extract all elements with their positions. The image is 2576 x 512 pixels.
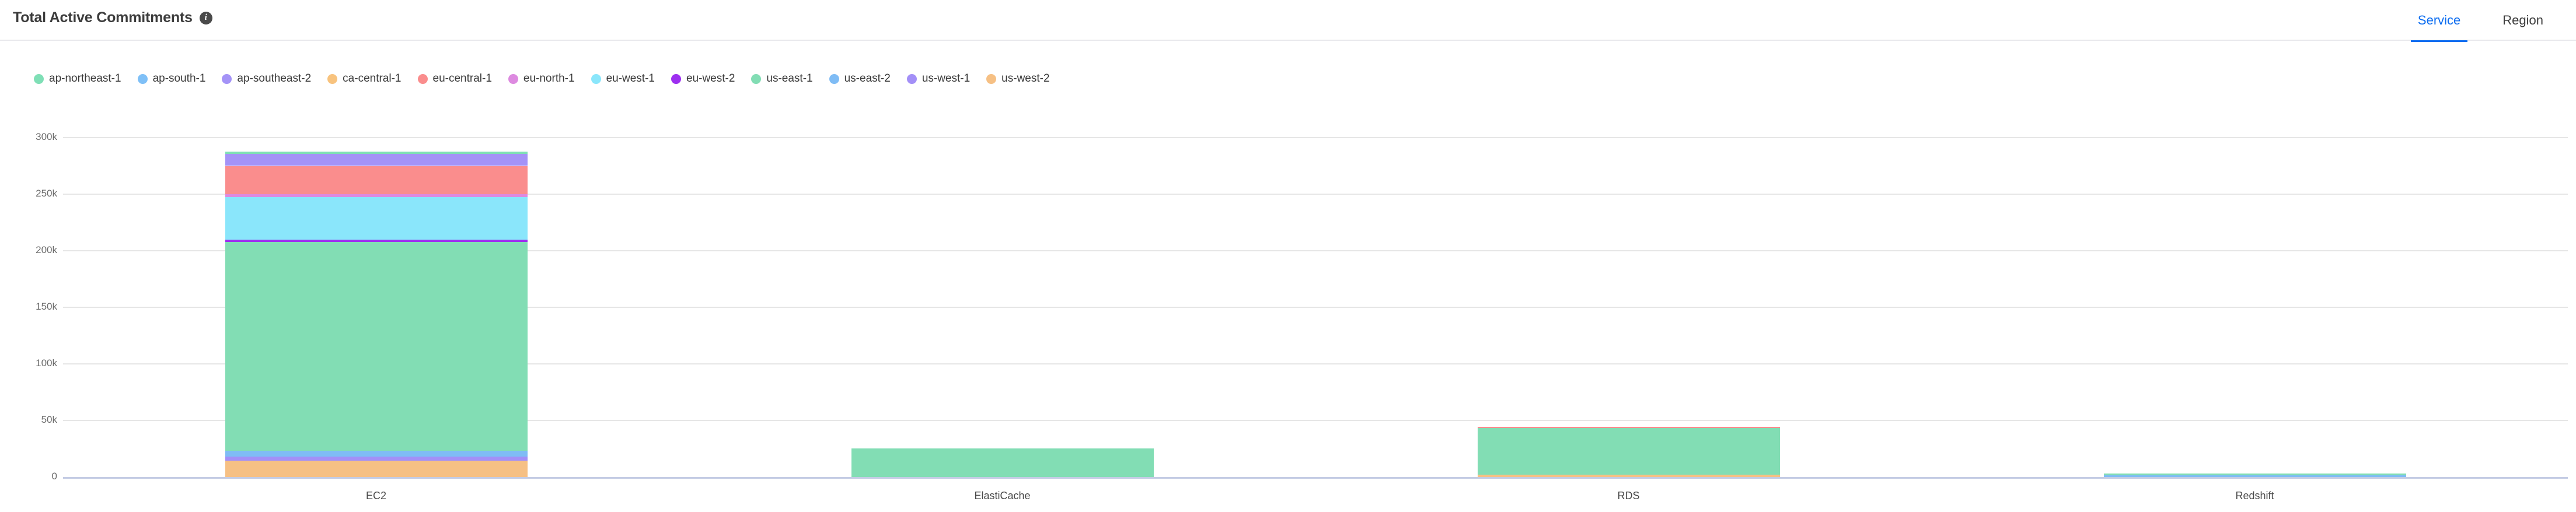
stacked-bar-chart: 300k 250k 200k 150k 100k 50k 0 EC2 ElastiCache RD… — [0, 99, 2576, 512]
legend-item-us-west-2[interactable]: us-west-2 — [986, 72, 1050, 85]
tab-region-label: Region — [2502, 13, 2543, 27]
bar-ElastiCache[interactable] — [851, 99, 1154, 477]
bar-segment-eu-west-1[interactable] — [225, 197, 528, 240]
legend-item-label: ap-northeast-1 — [49, 72, 121, 85]
legend-swatch-icon — [417, 73, 428, 84]
title-group: Total Active Commitments i — [13, 9, 212, 26]
y-axis-tick-label: 300k — [36, 131, 57, 142]
legend-item-eu-central-1[interactable]: eu-central-1 — [417, 72, 492, 85]
legend-swatch-icon — [34, 73, 44, 84]
bar-segment-us-east-1[interactable] — [1477, 427, 1780, 475]
y-axis-tick-label: 50k — [41, 414, 57, 425]
bar-Redshift[interactable] — [2103, 99, 2406, 477]
legend-item-label: us-west-2 — [1001, 72, 1050, 85]
legend-item-label: us-west-1 — [922, 72, 971, 85]
x-axis-tick-label: ElastiCache — [974, 490, 1031, 502]
legend-item-ap-southeast-2[interactable]: ap-southeast-2 — [222, 72, 311, 85]
legend-item-label: ca-central-1 — [343, 72, 402, 85]
legend-item-label: us-east-2 — [844, 72, 891, 85]
tab-service[interactable]: Service — [2397, 0, 2481, 42]
x-axis-tick-label: RDS — [1617, 490, 1640, 502]
y-axis-tick-label: 0 — [51, 471, 57, 482]
tab-service-label: Service — [2417, 13, 2461, 27]
page-header: Total Active Commitments i Service Regio… — [0, 0, 2576, 42]
legend-item-label: eu-west-1 — [606, 72, 655, 85]
legend-item-label: us-east-1 — [766, 72, 813, 85]
legend-swatch-icon — [751, 73, 762, 84]
bar-segment-eu-west-2[interactable] — [225, 239, 528, 243]
x-axis-tick-label: EC2 — [365, 490, 386, 502]
gridline — [63, 250, 2568, 251]
legend-swatch-icon — [137, 73, 148, 84]
legend-item-eu-west-1[interactable]: eu-west-1 — [591, 72, 655, 85]
gridline — [63, 137, 2568, 138]
gridline — [63, 307, 2568, 308]
legend-item-label: ap-south-1 — [152, 72, 206, 85]
legend-swatch-icon — [671, 73, 681, 84]
legend-swatch-icon — [591, 73, 601, 84]
legend-item-label: eu-north-1 — [523, 72, 575, 85]
tab-region[interactable]: Region — [2481, 0, 2564, 41]
chart-legend: ap-northeast-1 ap-south-1 ap-southeast-2 ca… — [34, 72, 1066, 85]
legend-swatch-icon — [222, 73, 232, 84]
page-title: Total Active Commitments — [13, 9, 193, 26]
bar-segment-us-west-2[interactable] — [225, 460, 528, 477]
legend-swatch-icon — [986, 73, 997, 84]
bar-RDS[interactable] — [1477, 99, 1780, 477]
x-axis-tick-label: Redshift — [2235, 490, 2274, 502]
bar-segment-us-east-1[interactable] — [225, 242, 528, 451]
y-axis-tick-label: 250k — [36, 188, 57, 199]
legend-item-eu-north-1[interactable]: eu-north-1 — [508, 72, 575, 85]
legend-item-label: eu-west-2 — [686, 72, 735, 85]
legend-swatch-icon — [906, 73, 917, 84]
bar-segment-us-east-1[interactable] — [2103, 474, 2406, 476]
bar-segment-us-east-2[interactable] — [225, 451, 528, 457]
gridline — [63, 363, 2568, 364]
bar-segment-eu-central-1[interactable] — [1477, 426, 1780, 428]
y-axis-tick-label: 200k — [36, 244, 57, 255]
y-axis-tick-label: 150k — [36, 301, 57, 312]
legend-item-ap-northeast-1[interactable]: ap-northeast-1 — [34, 72, 121, 85]
bar-EC2[interactable] — [225, 99, 528, 477]
legend-item-ca-central-1[interactable]: ca-central-1 — [327, 72, 402, 85]
bar-segment-eu-north-1[interactable] — [225, 194, 528, 197]
legend-item-label: ap-southeast-2 — [237, 72, 312, 85]
y-axis-tick-label: 100k — [36, 357, 57, 369]
bar-segment-us-west-1[interactable] — [225, 457, 528, 461]
bar-segment-us-west-2[interactable] — [1477, 475, 1780, 477]
legend-swatch-icon — [508, 73, 518, 84]
legend-item-us-east-1[interactable]: us-east-1 — [751, 72, 813, 85]
legend-swatch-icon — [327, 73, 338, 84]
legend-item-ap-south-1[interactable]: ap-south-1 — [137, 72, 206, 85]
view-tabs: Service Region — [2397, 0, 2564, 42]
bar-segment-ap-southeast-2[interactable] — [225, 154, 528, 166]
legend-item-label: eu-central-1 — [432, 72, 492, 85]
bar-segment-us-east-1[interactable] — [851, 448, 1154, 477]
bar-segment-us-east-2[interactable] — [2103, 475, 2406, 477]
info-icon[interactable]: i — [199, 11, 212, 24]
x-axis-line — [63, 477, 2568, 479]
legend-item-us-east-2[interactable]: us-east-2 — [829, 72, 891, 85]
bar-segment-eu-central-1[interactable] — [225, 166, 528, 194]
gridline — [63, 420, 2568, 421]
legend-item-us-west-1[interactable]: us-west-1 — [906, 72, 971, 85]
gridline — [63, 194, 2568, 195]
legend-item-eu-west-2[interactable]: eu-west-2 — [671, 72, 735, 85]
bar-segment-ap-northeast-1[interactable] — [225, 152, 528, 155]
legend-swatch-icon — [829, 73, 839, 84]
